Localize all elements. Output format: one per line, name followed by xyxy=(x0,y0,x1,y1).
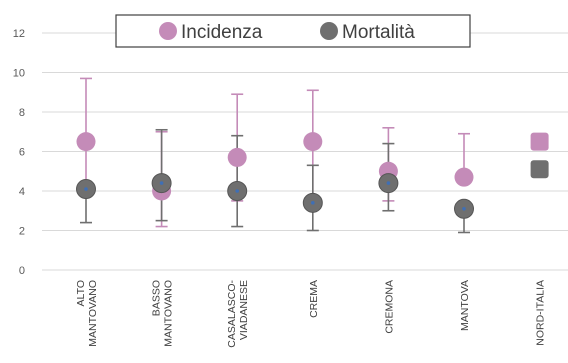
y-tick-label: 8 xyxy=(19,107,25,119)
x-tick-label: CREMONA xyxy=(383,280,395,334)
data-points xyxy=(76,132,549,219)
mortalita-point-center xyxy=(386,181,391,185)
mortalita-point-center xyxy=(235,189,239,193)
mortalita-point-center xyxy=(462,206,466,211)
legend-incidenza-label: Incidenza xyxy=(181,22,263,43)
x-tick-label: NORD-ITALIA xyxy=(535,280,547,346)
incidenza-point xyxy=(530,132,549,151)
y-tick-label: 6 xyxy=(19,147,25,159)
legend-mortalita-label: Mortalità xyxy=(342,22,415,43)
x-tick-label: VIADANESE xyxy=(238,280,250,340)
x-axis-labels: ALTO MANTOVANO BASSO MANTOVANO CASALASCO- VIA… xyxy=(75,279,547,347)
incidenza-point xyxy=(303,132,323,152)
y-tick-label: 12 xyxy=(13,28,25,40)
x-tick-label: CASALASCO- xyxy=(226,279,238,347)
incidenza-point xyxy=(227,147,247,167)
mortalita-point-center xyxy=(84,187,88,191)
x-tick-label: ALTO xyxy=(75,280,87,306)
y-tick-label: 2 xyxy=(19,226,25,238)
incidenza-point xyxy=(454,167,474,187)
x-tick-label: MANTOVA xyxy=(459,280,471,331)
mortalita-point-center xyxy=(159,181,164,185)
x-tick-label: CREMA xyxy=(308,280,320,318)
grid xyxy=(42,32,568,271)
y-axis-ticks: 0 2 4 6 8 10 12 xyxy=(13,28,25,277)
x-tick-label: BASSO xyxy=(151,280,163,316)
legend-incidenza-marker xyxy=(159,22,177,40)
x-tick-label: MANTOVANO xyxy=(163,280,175,347)
x-tick-label: MANTOVANO xyxy=(87,280,99,347)
mortalita-point-center xyxy=(311,201,315,205)
y-tick-label: 0 xyxy=(19,265,25,277)
incidenza-point xyxy=(76,132,96,152)
y-tick-label: 4 xyxy=(19,186,25,198)
legend-mortalita-marker xyxy=(320,22,338,40)
mortalita-point xyxy=(530,160,549,179)
legend: Incidenza Mortalità xyxy=(115,14,471,48)
y-tick-label: 10 xyxy=(13,68,25,80)
